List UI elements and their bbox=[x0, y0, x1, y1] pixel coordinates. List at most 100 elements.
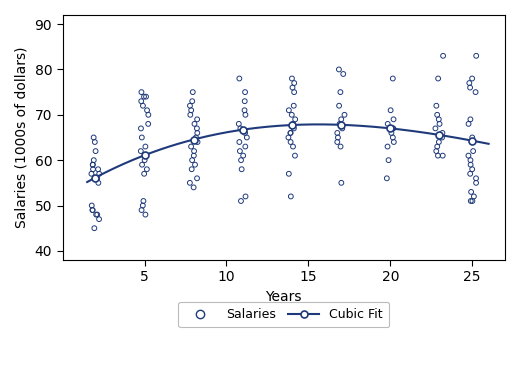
Point bbox=[92, 211, 100, 218]
Point bbox=[335, 121, 344, 127]
Point bbox=[193, 130, 201, 136]
Point bbox=[472, 180, 480, 186]
Point bbox=[466, 157, 475, 163]
Point bbox=[141, 152, 149, 159]
Point bbox=[193, 139, 202, 145]
Point bbox=[241, 130, 249, 136]
Point bbox=[144, 112, 152, 118]
Point bbox=[92, 175, 100, 181]
Point bbox=[89, 157, 98, 163]
Point bbox=[143, 107, 151, 113]
Point bbox=[186, 103, 194, 109]
Point bbox=[468, 166, 476, 172]
Point bbox=[237, 198, 245, 204]
Point bbox=[235, 121, 243, 127]
Point bbox=[190, 148, 198, 154]
Point bbox=[188, 98, 197, 104]
X-axis label: Years: Years bbox=[266, 290, 302, 304]
Point bbox=[468, 135, 476, 141]
Point bbox=[466, 171, 474, 177]
Point bbox=[241, 98, 249, 104]
Point bbox=[435, 116, 443, 122]
Point bbox=[434, 75, 443, 82]
Point bbox=[140, 94, 148, 100]
Point bbox=[139, 202, 147, 209]
Point bbox=[142, 94, 150, 100]
Point bbox=[191, 161, 199, 168]
Point bbox=[140, 157, 149, 163]
Point bbox=[468, 198, 476, 204]
Point bbox=[335, 66, 343, 73]
Point bbox=[389, 125, 397, 131]
Point bbox=[284, 135, 293, 141]
Point bbox=[338, 125, 346, 131]
Point bbox=[187, 144, 195, 150]
Point bbox=[188, 157, 196, 163]
Y-axis label: Salaries (1000s of dollars): Salaries (1000s of dollars) bbox=[15, 47, 29, 228]
Point bbox=[139, 198, 148, 204]
Point bbox=[236, 148, 244, 154]
Point bbox=[92, 148, 100, 154]
Point bbox=[94, 180, 102, 186]
Point bbox=[432, 103, 440, 109]
Point bbox=[386, 107, 395, 113]
Point bbox=[290, 103, 298, 109]
Point bbox=[336, 89, 345, 95]
Point bbox=[192, 135, 200, 141]
Point bbox=[235, 139, 243, 145]
Point bbox=[290, 89, 298, 95]
Point bbox=[290, 125, 298, 131]
Point bbox=[288, 112, 296, 118]
Point bbox=[439, 53, 447, 59]
Point bbox=[467, 189, 475, 195]
Point bbox=[433, 112, 441, 118]
Point bbox=[243, 135, 251, 141]
Point bbox=[387, 130, 396, 136]
Point bbox=[238, 166, 246, 172]
Point bbox=[88, 161, 97, 168]
Point bbox=[141, 144, 150, 150]
Point bbox=[241, 89, 249, 95]
Point bbox=[137, 207, 146, 213]
Point bbox=[432, 148, 440, 154]
Point bbox=[285, 107, 293, 113]
Point bbox=[88, 207, 97, 213]
Point bbox=[95, 171, 103, 177]
Point bbox=[340, 112, 348, 118]
Point bbox=[289, 121, 297, 127]
Point bbox=[333, 130, 342, 136]
Point bbox=[189, 184, 198, 190]
Point bbox=[472, 53, 480, 59]
Point bbox=[438, 152, 447, 159]
Point bbox=[337, 116, 345, 122]
Point bbox=[435, 139, 443, 145]
Point bbox=[137, 125, 145, 131]
Point bbox=[388, 135, 397, 141]
Point bbox=[431, 125, 439, 131]
Point bbox=[142, 166, 151, 172]
Point bbox=[337, 180, 345, 186]
Point bbox=[384, 121, 392, 127]
Point bbox=[284, 171, 293, 177]
Point bbox=[89, 166, 97, 172]
Point bbox=[137, 98, 146, 104]
Point bbox=[141, 211, 150, 218]
Point bbox=[383, 144, 392, 150]
Point bbox=[466, 198, 475, 204]
Point bbox=[435, 121, 444, 127]
Point bbox=[95, 216, 103, 222]
Point bbox=[388, 75, 397, 82]
Point bbox=[235, 75, 243, 82]
Point bbox=[89, 135, 98, 141]
Point bbox=[240, 107, 249, 113]
Legend: Salaries, Cubic Fit: Salaries, Cubic Fit bbox=[178, 302, 389, 327]
Point bbox=[384, 157, 393, 163]
Point bbox=[88, 207, 97, 213]
Point bbox=[193, 116, 201, 122]
Point bbox=[464, 121, 473, 127]
Point bbox=[193, 175, 201, 181]
Point bbox=[188, 166, 196, 172]
Point bbox=[94, 166, 102, 172]
Point bbox=[469, 148, 477, 154]
Point bbox=[186, 180, 194, 186]
